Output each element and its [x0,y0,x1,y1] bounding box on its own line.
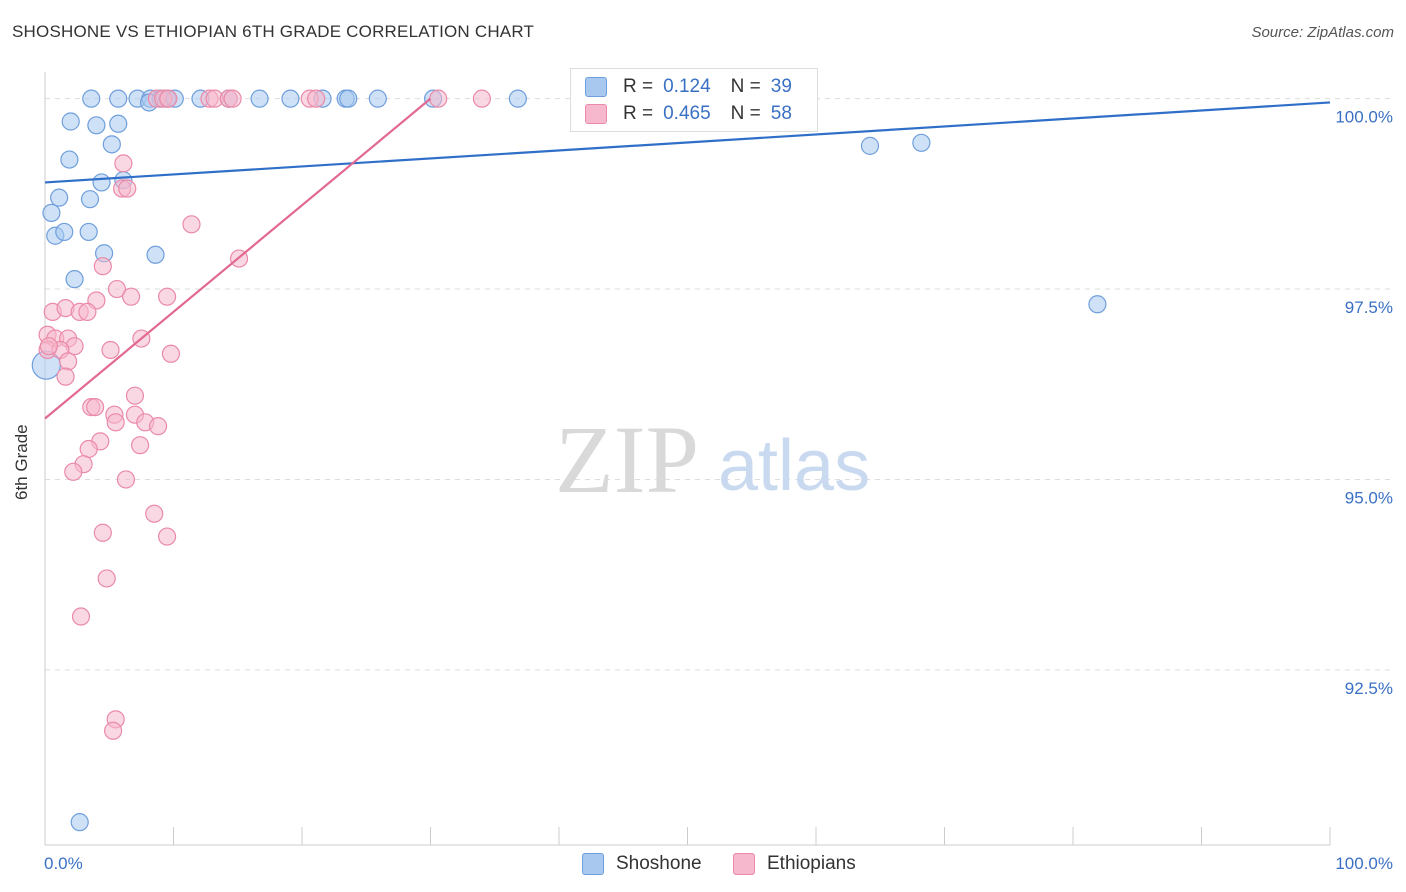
ethiopian-point [101,340,120,360]
watermark: ZIP atlas [555,406,870,513]
shoshone-point [50,188,69,207]
ethiopian-point [104,721,123,740]
shoshone-point [82,89,101,108]
points-layer [31,89,1107,832]
bottom-legend-label-ethiopians: Ethiopians [767,853,856,874]
ethiopian-point [79,439,98,459]
ethiopian-point [159,89,178,108]
axis-layer [44,72,1331,846]
shoshone-point [102,135,121,154]
legend-row-ethiopians: R = 0.465 N = 58 [585,101,792,127]
legend-r-value-shoshone: 0.124 [663,76,711,97]
legend-n-value-ethiopians: 58 [770,103,792,124]
ethiopian-point [64,462,83,481]
watermark-atlas: atlas [718,426,870,506]
ethiopian-point [145,504,164,523]
ethiopian-point [148,417,168,436]
shoshone-point [61,112,80,131]
ethiopian-point [116,470,136,489]
y-axis-title: 6th Grade [12,424,31,500]
ethiopian-point [130,436,150,455]
ethiopian-point [39,337,58,356]
shoshone-point [55,222,74,242]
shoshone-trend-line [44,101,1331,184]
shoshone-point [109,114,128,133]
ethiopian-point [78,302,97,321]
legend-swatch-shoshone [585,77,607,97]
legend-swatch-ethiopians [585,104,607,124]
shoshone-point [368,89,387,108]
trend-layer [44,97,1331,420]
y-tick-label: 92.5% [1345,679,1393,698]
ethiopian-point [157,287,177,306]
shoshone-point [1088,295,1107,314]
legend-n-key: N = [730,103,761,124]
shoshone-point [70,813,89,832]
ethiopian-point [107,279,127,299]
ethiopian-point [182,215,201,234]
shoshone-point [80,190,100,209]
shoshone-point [79,222,98,242]
ethiopian-point [59,352,78,371]
ethiopian-point [71,607,91,626]
bottom-legend-ethiopians: Ethiopians [733,852,856,876]
legend-n-key: N = [730,76,761,97]
shoshone-point [42,203,61,222]
bottom-legend-shoshone: Shoshone [582,852,702,876]
ethiopian-point [93,523,112,542]
shoshone-point [60,150,79,169]
ethiopian-point [161,344,181,363]
bottom-legend-swatch-shoshone [582,853,604,875]
legend: R = 0.124 N = 39 R = 0.465 N = 58 [570,68,818,132]
ethiopian-point [86,397,105,417]
bottom-legend-label-shoshone: Shoshone [616,853,702,874]
shoshone-point [65,270,84,289]
ethiopian-point [472,89,491,108]
legend-r-key: R = [623,76,654,97]
legend-r-key: R = [623,103,654,124]
y-tick-label: 97.5% [1345,298,1393,317]
ethiopian-trend-line [44,97,432,420]
shoshone-point [250,89,269,108]
x-tick-label-max: 100.0% [1335,854,1393,873]
bottom-legend-swatch-ethiopians [733,853,755,875]
ethiopian-point [121,287,141,306]
ethiopian-point [307,89,326,108]
shoshone-point [146,245,165,264]
y-tick-label: 100.0% [1335,108,1393,127]
x-tick-label-min: 0.0% [44,854,83,873]
ethiopian-point [97,569,116,588]
watermark-zip: ZIP [555,406,699,513]
shoshone-point [281,89,300,108]
shoshone-point [109,89,128,108]
ethiopian-point [118,179,137,198]
ethiopian-point [114,154,133,173]
ethiopian-point [157,527,177,546]
shoshone-point [508,89,527,108]
shoshone-point [912,133,931,152]
shoshone-point [860,136,880,155]
grid-layer [45,98,1392,671]
ethiopian-point [56,367,75,386]
shoshone-point [92,173,111,192]
ethiopian-point [223,89,242,108]
ethiopian-point [106,413,125,432]
chart-title: SHOSHONE VS ETHIOPIAN 6TH GRADE CORRELAT… [12,22,535,41]
legend-r-value-ethiopians: 0.465 [663,103,711,124]
legend-row-shoshone: R = 0.124 N = 39 [585,74,792,100]
legend-n-value-shoshone: 39 [770,76,792,97]
ethiopian-point [93,257,112,276]
ethiopian-point [429,89,448,108]
shoshone-point [339,89,358,108]
tick-label-layer: 100.0% 97.5% 95.0% 92.5% 0.0% 100.0% [44,108,1393,873]
ethiopian-point [125,386,145,405]
shoshone-point [87,116,106,135]
source-label: Source: ZipAtlas.com [1251,24,1394,41]
y-tick-label: 95.0% [1345,488,1393,507]
